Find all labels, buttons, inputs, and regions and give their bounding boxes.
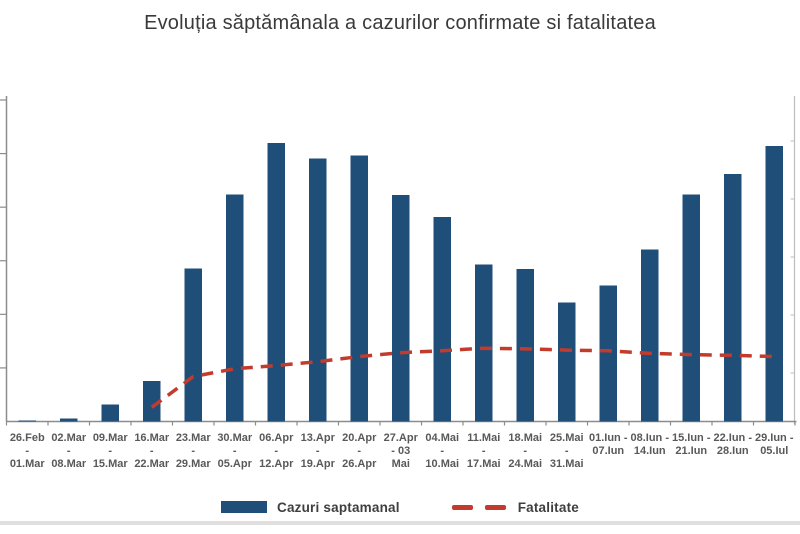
x-axis-label: 27.Apr - 03 Mai: [383, 432, 418, 470]
bar-weekly-cases: [433, 216, 451, 422]
bar-weekly-cases: [309, 158, 327, 422]
bar-weekly-cases: [101, 404, 119, 422]
x-axis-label: 02.Mar -08.Mar: [51, 432, 87, 470]
legend-dashed-line-icon: [451, 504, 506, 510]
x-axis-label: 29.Iun -05.Iul: [754, 432, 794, 457]
legend-fatality-label: Fatalitate: [517, 499, 579, 515]
x-axis-label: 25.Mai -31.Mai: [549, 432, 584, 470]
x-axis-label: 06.Apr -12.Apr: [259, 432, 294, 470]
x-axis-label: 13.Apr -19.Apr: [300, 432, 335, 470]
x-axis-label: 30.Mar -05.Apr: [217, 432, 253, 470]
x-axis-label: 09.Mar -15.Mar: [92, 432, 128, 470]
chart-title: Evoluția săptămânala a cazurilor confirm…: [144, 12, 656, 34]
bar-weekly-cases: [641, 249, 659, 422]
legend-cases-label: Cazuri saptamanal: [277, 499, 400, 515]
x-axis-label: 16.Mar -22.Mar: [134, 432, 170, 470]
x-axis-label: 15.Iun -21.Iun: [671, 432, 711, 457]
x-axis-label: 04.Mai -10.Mai: [425, 432, 460, 470]
bar-weekly-cases: [60, 418, 78, 422]
bottom-divider: [0, 521, 800, 525]
x-axis-label: 22.Iun -28.Iun: [713, 432, 752, 457]
x-axis-label: 26.Feb -01.Mar: [9, 432, 45, 470]
bar-weekly-cases: [724, 173, 742, 422]
bar-weekly-cases: [226, 194, 244, 422]
bar-weekly-cases: [18, 420, 36, 422]
x-axis-label: 11.Mai -17.Mai: [466, 432, 501, 470]
x-axis-label: 08.Iun -14.Iun: [630, 432, 669, 457]
bar-weekly-cases: [599, 285, 617, 422]
bar-weekly-cases: [475, 264, 493, 422]
bar-weekly-cases: [682, 194, 700, 422]
x-axis-label: 18.Mai -24.Mai: [508, 432, 543, 470]
bar-weekly-cases: [350, 155, 368, 422]
bar-weekly-cases: [184, 268, 202, 422]
x-axis-label: 20.Apr -26.Apr: [342, 432, 377, 470]
bar-weekly-cases: [516, 268, 534, 422]
legend-bar-swatch-icon: [221, 501, 267, 513]
bar-weekly-cases: [143, 380, 161, 422]
bar-weekly-cases: [765, 146, 783, 422]
bar-weekly-cases: [267, 142, 285, 422]
bar-weekly-cases: [558, 302, 576, 422]
x-axis-label: 01.Iun -07.Iun: [588, 432, 628, 457]
x-axis-label: 23.Mar -29.Mar: [175, 432, 211, 470]
bar-weekly-cases: [392, 194, 410, 422]
legend: Cazuri saptamanal Fatalitate: [0, 496, 800, 518]
fatality-line: [150, 346, 775, 409]
